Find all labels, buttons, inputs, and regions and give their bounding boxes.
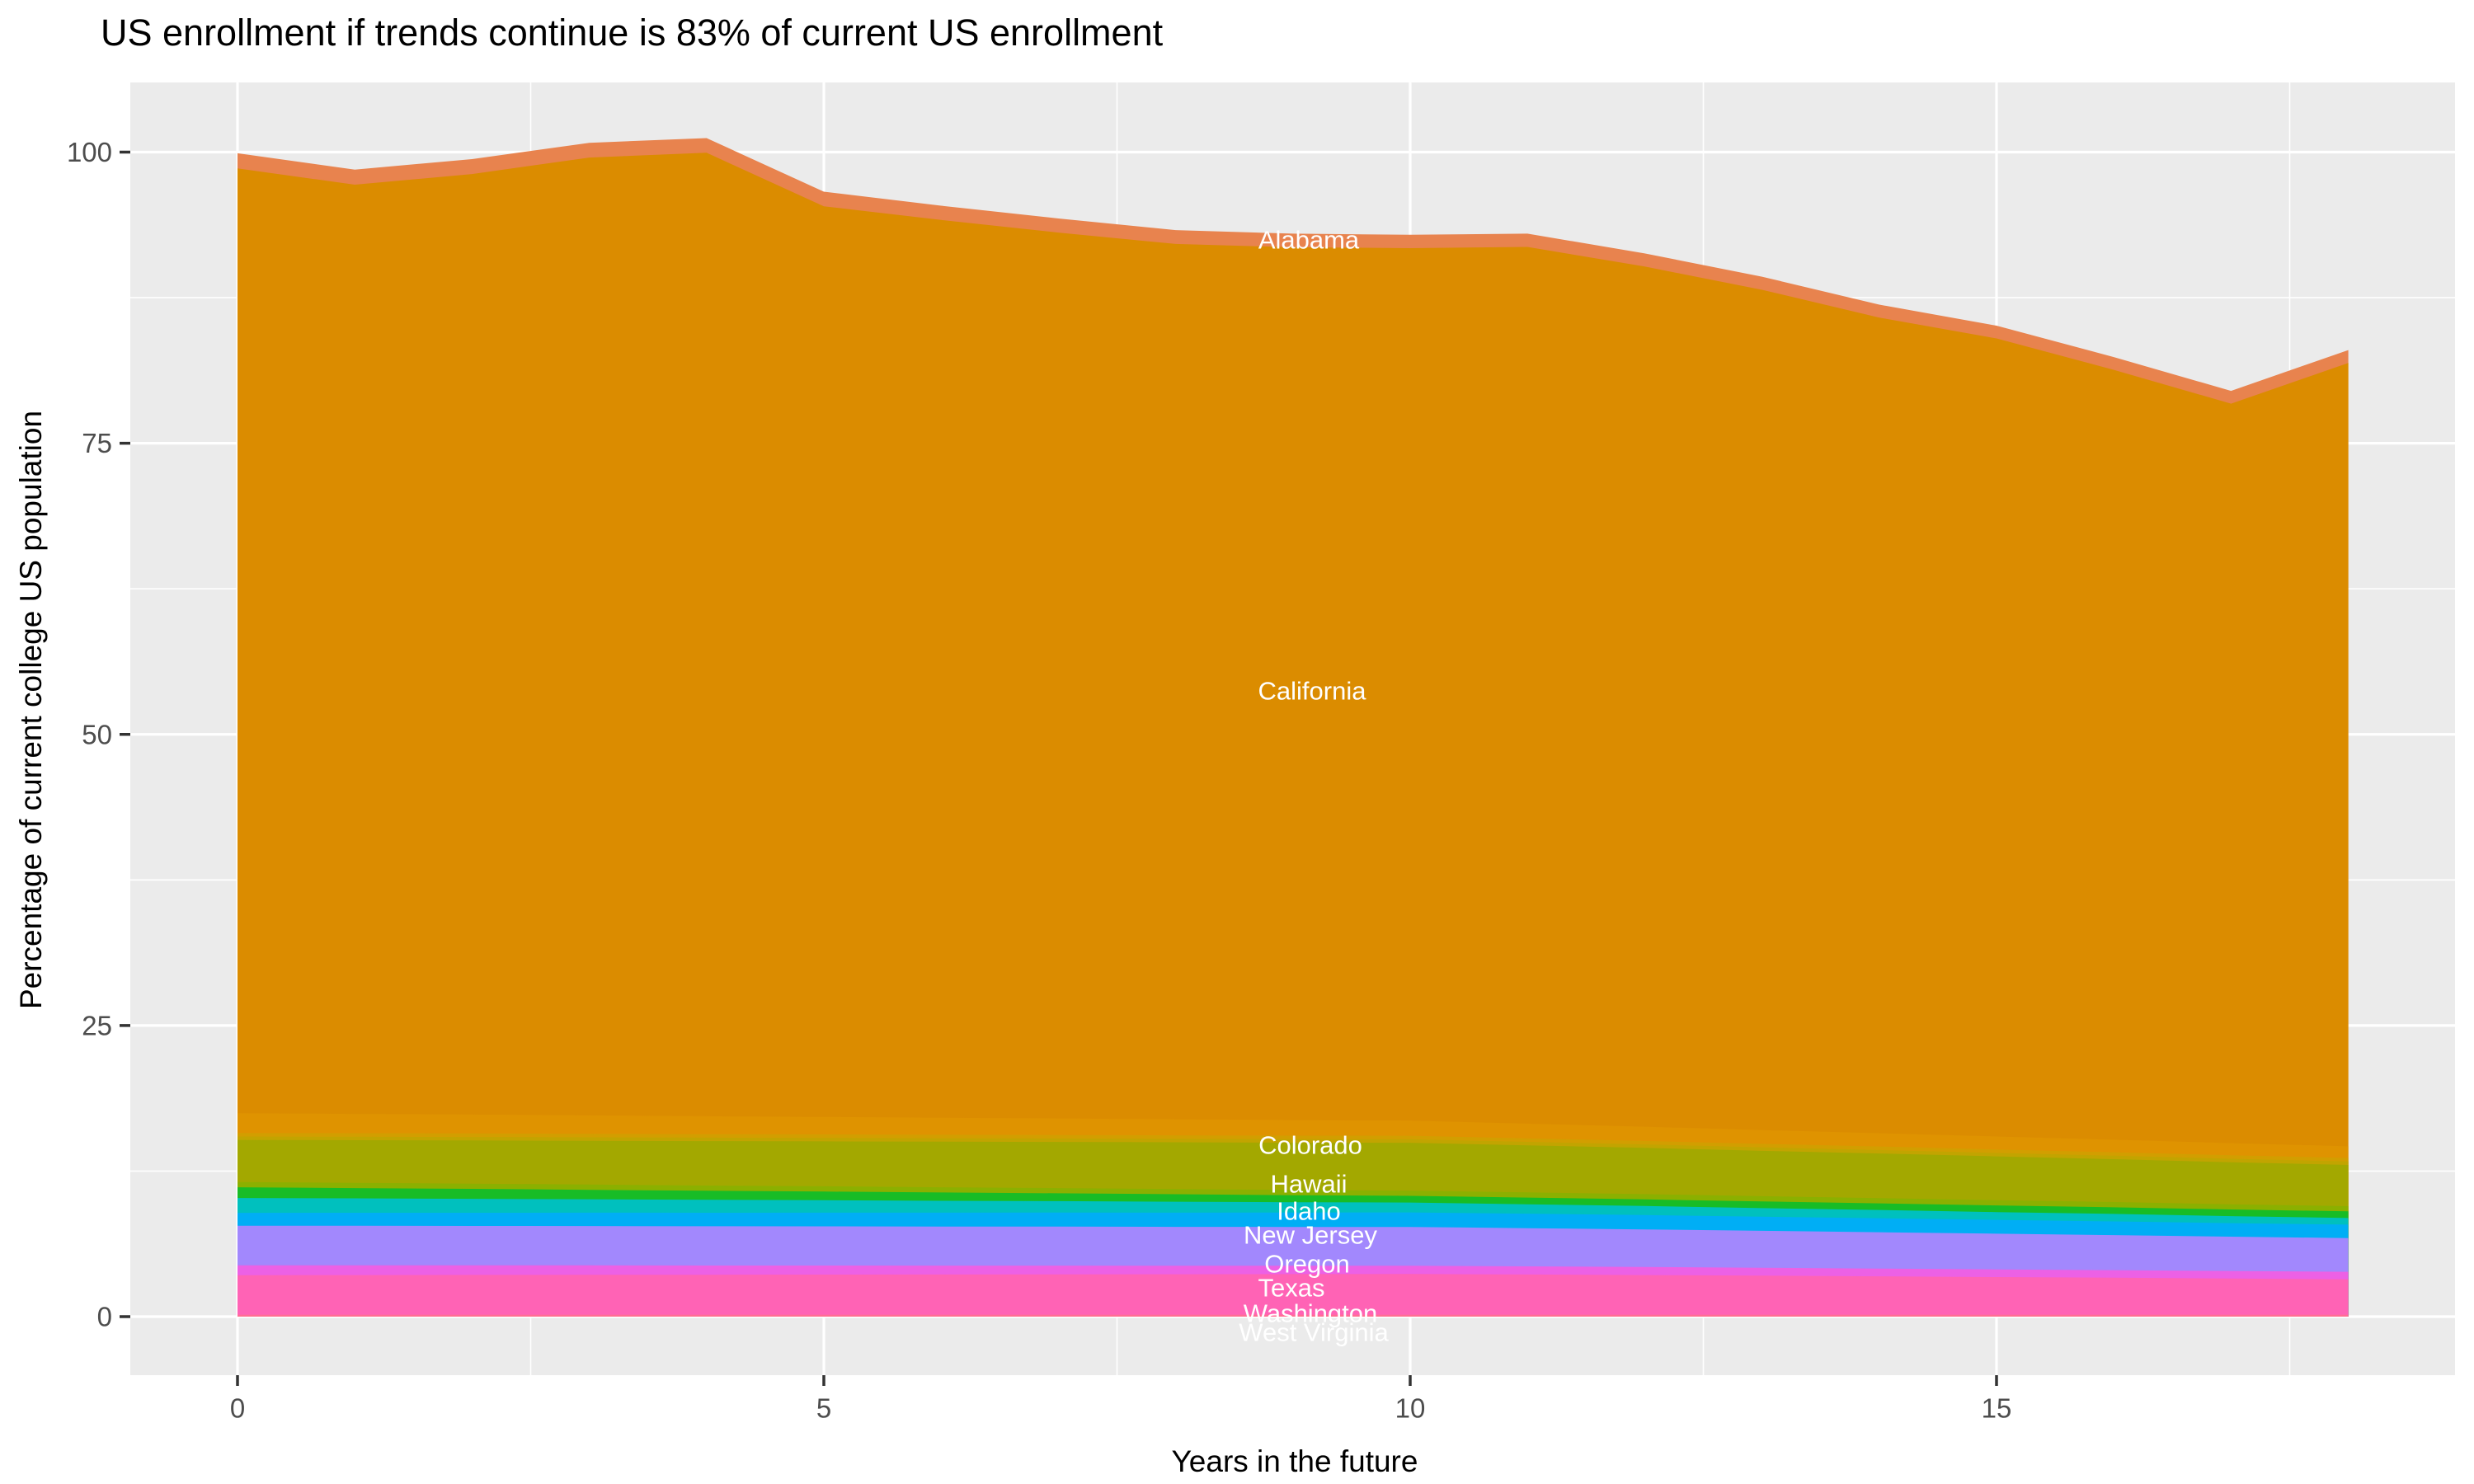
state-label-idaho: Idaho (1277, 1197, 1341, 1226)
x-tick-label: 10 (1395, 1393, 1426, 1424)
state-label-oregon: Oregon (1264, 1250, 1349, 1279)
state-label-alabama: Alabama (1258, 226, 1360, 255)
y-tick-label: 100 (67, 137, 112, 167)
state-label-colorado: Colorado (1258, 1131, 1362, 1160)
band-west-virginia (238, 1314, 2349, 1317)
chart-title: US enrollment if trends continue is 83% … (101, 12, 1164, 54)
x-tick-label: 0 (230, 1393, 245, 1424)
y-tick-label: 0 (97, 1302, 112, 1332)
state-label-washington: Washington (1244, 1299, 1378, 1328)
state-label-california: California (1258, 677, 1367, 706)
state-label-texas: Texas (1258, 1274, 1325, 1303)
y-tick-label: 75 (82, 428, 112, 458)
y-tick-label: 25 (82, 1010, 112, 1040)
x-tick-label: 15 (1982, 1393, 2012, 1424)
x-tick-label: 5 (816, 1393, 831, 1424)
state-label-west-virginia: West Virginia (1239, 1318, 1389, 1347)
band-california (238, 153, 2349, 1317)
y-axis-title: Percentage of current college US populat… (14, 410, 48, 1010)
state-label-hawaii: Hawaii (1270, 1170, 1347, 1199)
x-axis-title: Years in the future (1171, 1444, 1418, 1478)
y-tick-label: 50 (82, 719, 112, 749)
band-washington (238, 1274, 2349, 1317)
state-label-new-jersey: New Jersey (1244, 1221, 1377, 1250)
